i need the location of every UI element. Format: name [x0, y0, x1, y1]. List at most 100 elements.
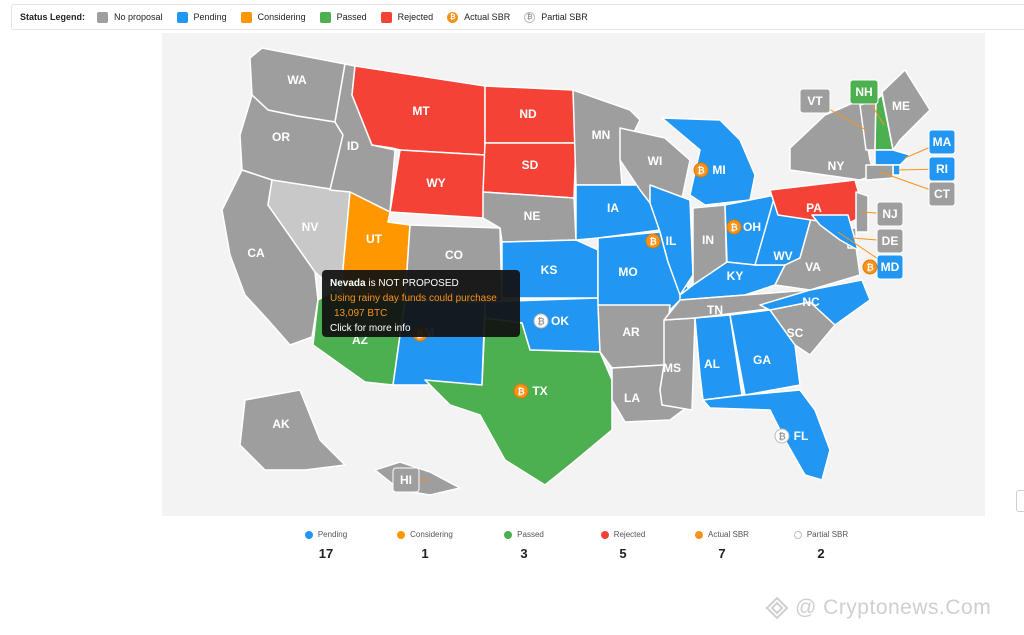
callout-box-de[interactable]	[876, 228, 904, 254]
legend-item-passed: Passed	[319, 11, 367, 23]
state-label-ok: OK	[551, 314, 569, 328]
callout-box-ma[interactable]	[928, 129, 956, 155]
state-label-va: VA	[805, 260, 821, 274]
rejected-dot	[600, 530, 609, 539]
state-pa[interactable]	[769, 179, 866, 226]
legend-label: Actual SBR	[464, 12, 511, 22]
state-label-mo: MO	[618, 265, 637, 279]
callout-box-hi[interactable]	[392, 467, 420, 493]
svg-text:₿: ₿	[866, 263, 873, 273]
swatch-considering	[240, 11, 252, 23]
legend-item-no-proposal: No proposal	[97, 11, 163, 23]
tooltip-state-name: Nevada	[330, 278, 366, 289]
state-nc[interactable]	[759, 279, 871, 326]
callout-box-vt[interactable]	[799, 88, 831, 114]
state-label-ak: AK	[272, 417, 290, 431]
watermark: @ Cryptonews.Com	[765, 596, 991, 620]
state-label-mt: MT	[412, 104, 430, 118]
state-ak[interactable]	[239, 389, 346, 471]
state-id[interactable]	[329, 63, 396, 213]
state-label-hi: HI	[400, 473, 412, 487]
legend-label: Considering	[257, 12, 306, 22]
state-ga[interactable]	[729, 309, 801, 396]
bitcoin-icon: ₿	[447, 11, 459, 23]
state-label-fl: FL	[794, 429, 809, 443]
stat-label: Considering	[410, 530, 453, 539]
state-label-la: LA	[624, 391, 640, 405]
legend-item-considering: Considering	[240, 11, 306, 23]
state-label-ca: CA	[247, 246, 265, 260]
legend-label: Pending	[193, 12, 227, 22]
state-label-nh: NH	[855, 85, 872, 99]
stat-actual-sbr: Actual SBR 7	[672, 530, 772, 561]
state-label-il: IL	[666, 234, 677, 248]
state-ct[interactable]	[865, 164, 894, 181]
callout-box-ct[interactable]	[928, 181, 956, 207]
tooltip-more-info[interactable]: Click for more info	[330, 323, 411, 334]
state-il[interactable]	[649, 184, 694, 296]
state-md[interactable]	[811, 214, 859, 251]
state-label-pa: PA	[806, 201, 822, 215]
svg-text:₿: ₿	[537, 317, 544, 327]
stat-value: 3	[520, 546, 528, 561]
state-label-nv: NV	[302, 220, 319, 234]
state-ma[interactable]	[874, 149, 911, 166]
stat-label: Passed	[517, 530, 544, 539]
partial-bitcoin-icon	[793, 530, 802, 539]
state-label-ri: RI	[936, 162, 948, 176]
us-map: WAORCANVIDMTWYUTAZCONMNDSDNEKSOKTXMNIAMO…	[221, 47, 956, 496]
us-map-panel: WAORCANVIDMTWYUTAZCONMNDSDNEKSOKTXMNIAMO…	[162, 33, 985, 516]
state-fl[interactable]	[702, 389, 831, 481]
state-label-ms: MS	[663, 361, 681, 375]
status-summary: Pending 17 Considering 1 Passed 3 Reject…	[0, 530, 1024, 570]
state-label-or: OR	[272, 130, 290, 144]
side-scroll-handle[interactable]	[1016, 490, 1024, 512]
state-tooltip: Nevada is NOT PROPOSED Using rainy day f…	[322, 270, 520, 337]
swatch-rejected	[380, 11, 392, 23]
state-label-ks: KS	[541, 263, 558, 277]
legend-item-partial-sbr: ₿ Partial SBR	[524, 11, 588, 23]
state-label-wy: WY	[426, 176, 445, 190]
partial-bitcoin-icon: ₿	[524, 11, 536, 23]
pending-dot	[304, 530, 313, 539]
callout-box-nh[interactable]	[849, 79, 879, 105]
state-tx[interactable]	[424, 317, 613, 486]
state-label-md: MD	[881, 260, 900, 274]
state-label-ne: NE	[524, 209, 541, 223]
stat-partial-sbr: Partial SBR 2	[771, 530, 871, 561]
state-label-ky: KY	[727, 269, 744, 283]
state-label-in: IN	[702, 233, 714, 247]
watermark-text: @ Cryptonews.Com	[795, 596, 992, 619]
stat-label: Partial SBR	[806, 530, 849, 539]
state-label-nj: NJ	[882, 207, 897, 221]
svg-text:₿: ₿	[649, 237, 656, 247]
swatch-passed	[319, 11, 331, 23]
bitcoin-icon: ₿	[513, 383, 529, 399]
legend-label: Partial SBR	[541, 12, 588, 22]
callout-box-nj[interactable]	[876, 201, 904, 227]
svg-text:₿: ₿	[697, 166, 704, 176]
state-label-tn: TN	[707, 303, 723, 317]
stat-considering: Considering 1	[375, 530, 475, 561]
status-legend: Status Legend: No proposal Pending Consi…	[11, 4, 1024, 30]
stat-label: Rejected	[613, 530, 646, 539]
state-label-tx: TX	[532, 384, 547, 398]
state-label-sc: SC	[787, 326, 804, 340]
state-label-ar: AR	[622, 325, 640, 339]
stat-value: 5	[619, 546, 627, 561]
state-label-id: ID	[347, 139, 359, 153]
bitcoin-icon	[695, 530, 704, 539]
state-label-oh: OH	[743, 220, 761, 234]
state-label-nd: ND	[519, 107, 537, 121]
callout-box-ri[interactable]	[928, 156, 956, 182]
legend-label: Passed	[336, 12, 367, 22]
stat-passed: Passed 3	[474, 530, 574, 561]
tooltip-line2: Using rainy day funds could purchase	[330, 293, 497, 304]
state-label-mi: MI	[712, 163, 725, 177]
state-label-me: ME	[892, 99, 910, 113]
svg-text:₿: ₿	[778, 432, 785, 442]
state-label-sd: SD	[522, 158, 539, 172]
state-label-wv: WV	[773, 249, 792, 263]
legend-item-actual-sbr: ₿ Actual SBR	[447, 11, 511, 23]
stat-label: Actual SBR	[708, 530, 749, 539]
